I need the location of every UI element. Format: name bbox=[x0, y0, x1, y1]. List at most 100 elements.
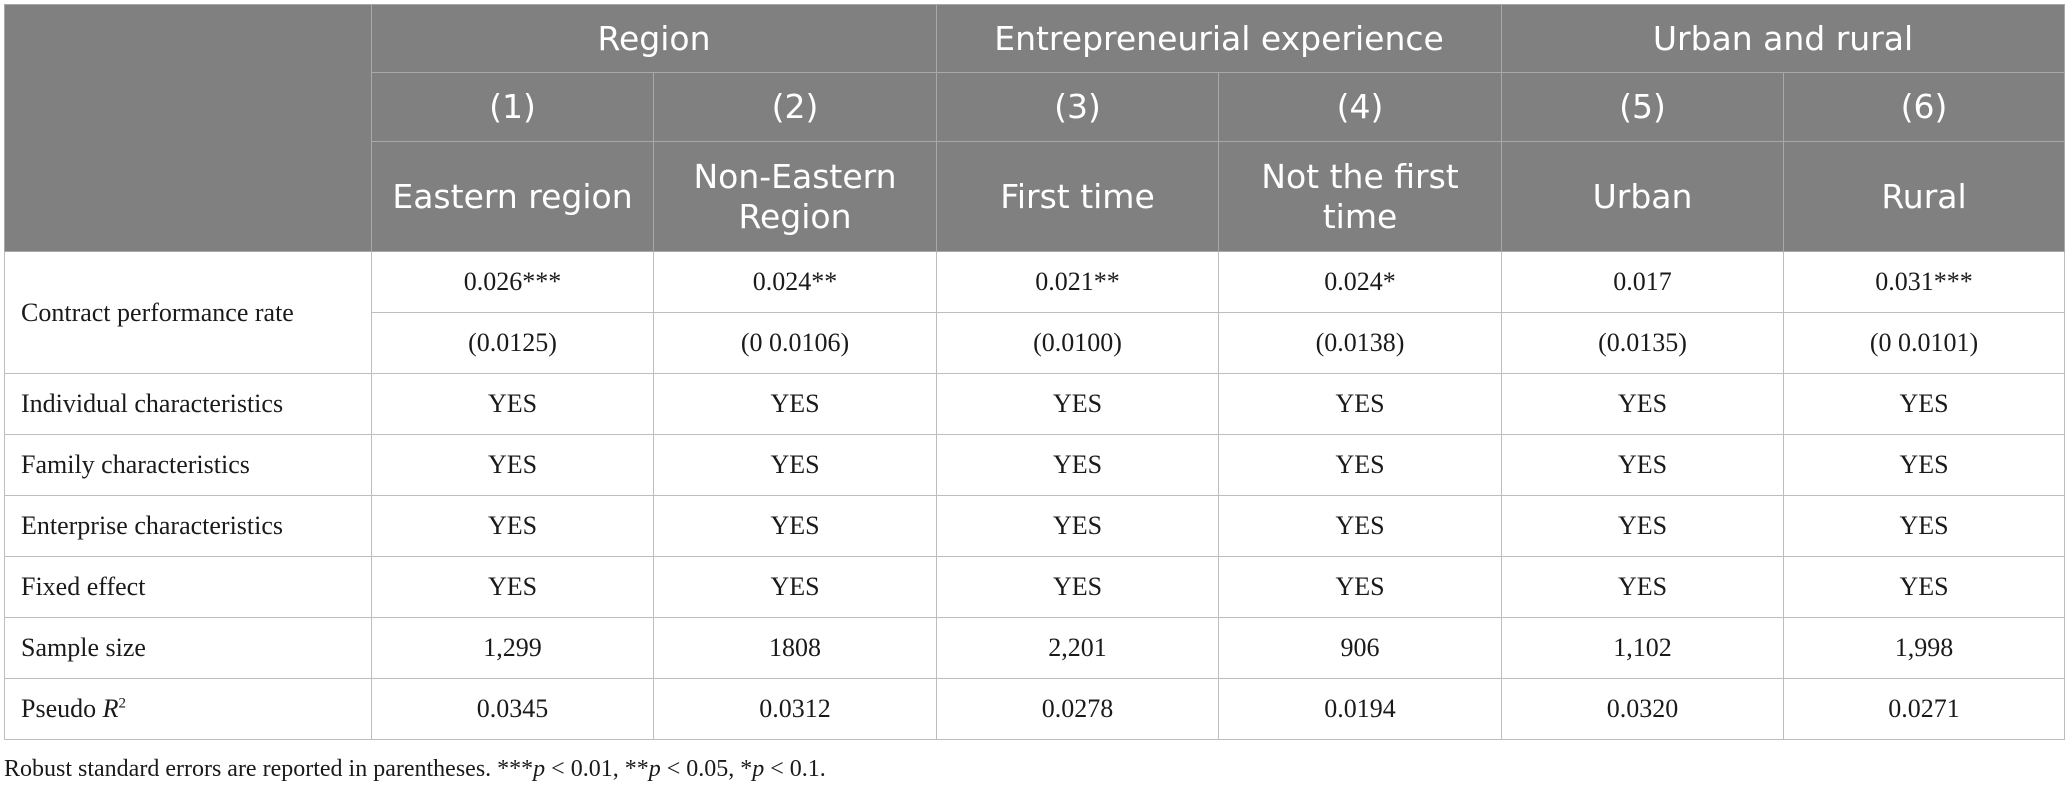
footnote-stars-3: * bbox=[740, 756, 753, 782]
header-corner-cell bbox=[4, 4, 372, 252]
header-sub-not-first-time: Not the first time bbox=[1218, 141, 1503, 252]
cell-sample-6: 1,998 bbox=[1783, 617, 2066, 679]
cell-sample-5: 1,102 bbox=[1501, 617, 1785, 679]
cell-sample-3: 2,201 bbox=[936, 617, 1220, 679]
header-subheader-row: Eastern region Non-Eastern Region First … bbox=[5, 141, 2066, 252]
header-col-number-4: (4) bbox=[1218, 72, 1503, 142]
footnote-prefix: Robust standard errors are reported in p… bbox=[4, 756, 498, 782]
cell-pseudo-6: 0.0271 bbox=[1783, 678, 2066, 740]
cell-contract-se-4: (0.0138) bbox=[1218, 312, 1503, 374]
header-number-row: (1) (2) (3) (4) (5) (6) bbox=[5, 72, 2066, 142]
cell-sample-2: 1808 bbox=[652, 617, 938, 679]
regression-table-container: Region Entrepreneurial experience Urban … bbox=[4, 4, 2066, 740]
row-label-fixed-effect: Fixed effect bbox=[4, 556, 372, 618]
cell-enterprise-4: YES bbox=[1218, 495, 1503, 557]
table-body: Contract performance rate 0.026*** 0.024… bbox=[4, 251, 2066, 740]
header-col-number-6: (6) bbox=[1783, 72, 2066, 142]
table-row-sample-size: Sample size 1,299 1808 2,201 906 1,102 1… bbox=[4, 617, 2066, 679]
row-label-enterprise-characteristics: Enterprise characteristics bbox=[4, 495, 372, 557]
cell-enterprise-6: YES bbox=[1783, 495, 2066, 557]
table-row-pseudo-r2: Pseudo R2 0.0345 0.0312 0.0278 0.0194 0.… bbox=[4, 678, 2066, 740]
table-row-contract-se: (0.0125) (0 0.0106) (0.0100) (0.0138) (0… bbox=[5, 312, 2066, 374]
cell-fixed-3: YES bbox=[936, 556, 1220, 618]
header-sub-urban: Urban bbox=[1501, 141, 1785, 252]
cell-fixed-6: YES bbox=[1783, 556, 2066, 618]
header-sub-first-time: First time bbox=[936, 141, 1220, 252]
cell-enterprise-1: YES bbox=[371, 495, 654, 557]
table-row-family: Family characteristics YES YES YES YES Y… bbox=[4, 434, 2066, 496]
header-sub-non-eastern-region: Non-Eastern Region bbox=[652, 141, 938, 252]
cell-individual-6: YES bbox=[1783, 373, 2066, 435]
header-sub-rural: Rural bbox=[1783, 141, 2066, 252]
header-col-number-2: (2) bbox=[652, 72, 938, 142]
pseudo-label-superscript: 2 bbox=[118, 695, 127, 712]
footnote-p-3: p bbox=[752, 756, 765, 782]
cell-sample-1: 1,299 bbox=[371, 617, 654, 679]
cell-family-3: YES bbox=[936, 434, 1220, 496]
cell-pseudo-3: 0.0278 bbox=[936, 678, 1220, 740]
pseudo-label-r: R bbox=[102, 694, 119, 723]
row-label-sample-size: Sample size bbox=[4, 617, 372, 679]
cell-contract-coef-4: 0.024* bbox=[1218, 251, 1503, 313]
table-footnote: Robust standard errors are reported in p… bbox=[4, 756, 826, 783]
footnote-p-2: p bbox=[648, 756, 661, 782]
header-sub-eastern-region: Eastern region bbox=[371, 141, 654, 252]
cell-family-6: YES bbox=[1783, 434, 2066, 496]
cell-contract-coef-1: 0.026*** bbox=[371, 251, 654, 313]
cell-family-4: YES bbox=[1218, 434, 1503, 496]
footnote-stars-1: *** bbox=[497, 756, 534, 782]
header-col-number-1: (1) bbox=[371, 72, 654, 142]
table-row-enterprise: Enterprise characteristics YES YES YES Y… bbox=[4, 495, 2066, 557]
row-label-pseudo-r2: Pseudo R2 bbox=[4, 678, 372, 740]
cell-contract-coef-5: 0.017 bbox=[1501, 251, 1785, 313]
row-label-contract-performance-rate: Contract performance rate bbox=[4, 251, 372, 374]
cell-contract-se-3: (0.0100) bbox=[936, 312, 1220, 374]
cell-contract-se-5: (0.0135) bbox=[1501, 312, 1785, 374]
cell-family-2: YES bbox=[652, 434, 938, 496]
cell-enterprise-3: YES bbox=[936, 495, 1220, 557]
cell-individual-2: YES bbox=[652, 373, 938, 435]
cell-pseudo-1: 0.0345 bbox=[371, 678, 654, 740]
cell-individual-5: YES bbox=[1501, 373, 1785, 435]
cell-family-5: YES bbox=[1501, 434, 1785, 496]
heterogeneity-regression-table: Region Entrepreneurial experience Urban … bbox=[4, 4, 2066, 740]
cell-individual-1: YES bbox=[371, 373, 654, 435]
header-col-number-5: (5) bbox=[1501, 72, 1785, 142]
cell-pseudo-4: 0.0194 bbox=[1218, 678, 1503, 740]
cell-contract-se-6: (0 0.0101) bbox=[1783, 312, 2066, 374]
cell-contract-se-2: (0 0.0106) bbox=[652, 312, 938, 374]
footnote-cond-2: < 0.05, bbox=[660, 756, 741, 782]
footnote-p-1: p bbox=[533, 756, 546, 782]
header-group-entrepreneurial-experience: Entrepreneurial experience bbox=[936, 4, 1503, 73]
cell-individual-3: YES bbox=[936, 373, 1220, 435]
cell-contract-coef-6: 0.031*** bbox=[1783, 251, 2066, 313]
cell-fixed-4: YES bbox=[1218, 556, 1503, 618]
cell-sample-4: 906 bbox=[1218, 617, 1503, 679]
cell-family-1: YES bbox=[371, 434, 654, 496]
cell-fixed-2: YES bbox=[652, 556, 938, 618]
cell-contract-se-1: (0.0125) bbox=[371, 312, 654, 374]
table-row-individual: Individual characteristics YES YES YES Y… bbox=[4, 373, 2066, 435]
cell-pseudo-2: 0.0312 bbox=[652, 678, 938, 740]
row-label-individual-characteristics: Individual characteristics bbox=[4, 373, 372, 435]
footnote-cond-1: < 0.01, bbox=[545, 756, 625, 782]
table-row-contract-coef: Contract performance rate 0.026*** 0.024… bbox=[4, 251, 2066, 374]
table-header: Region Entrepreneurial experience Urban … bbox=[4, 4, 2066, 252]
header-group-urban-rural: Urban and rural bbox=[1501, 4, 2066, 73]
cell-fixed-5: YES bbox=[1501, 556, 1785, 618]
table-row-fixed-effect: Fixed effect YES YES YES YES YES YES bbox=[4, 556, 2066, 618]
header-group-row: Region Entrepreneurial experience Urban … bbox=[4, 4, 2066, 252]
cell-fixed-1: YES bbox=[371, 556, 654, 618]
header-group-region: Region bbox=[370, 4, 938, 73]
cell-contract-coef-2: 0.024** bbox=[652, 251, 938, 313]
pseudo-label-text: Pseudo bbox=[21, 694, 103, 723]
cell-individual-4: YES bbox=[1218, 373, 1503, 435]
footnote-cond-3: < 0.1. bbox=[764, 756, 826, 782]
header-col-number-3: (3) bbox=[936, 72, 1220, 142]
cell-enterprise-2: YES bbox=[652, 495, 938, 557]
cell-enterprise-5: YES bbox=[1501, 495, 1785, 557]
row-label-family-characteristics: Family characteristics bbox=[4, 434, 372, 496]
footnote-stars-2: ** bbox=[624, 756, 649, 782]
cell-contract-coef-3: 0.021** bbox=[936, 251, 1220, 313]
cell-pseudo-5: 0.0320 bbox=[1501, 678, 1785, 740]
